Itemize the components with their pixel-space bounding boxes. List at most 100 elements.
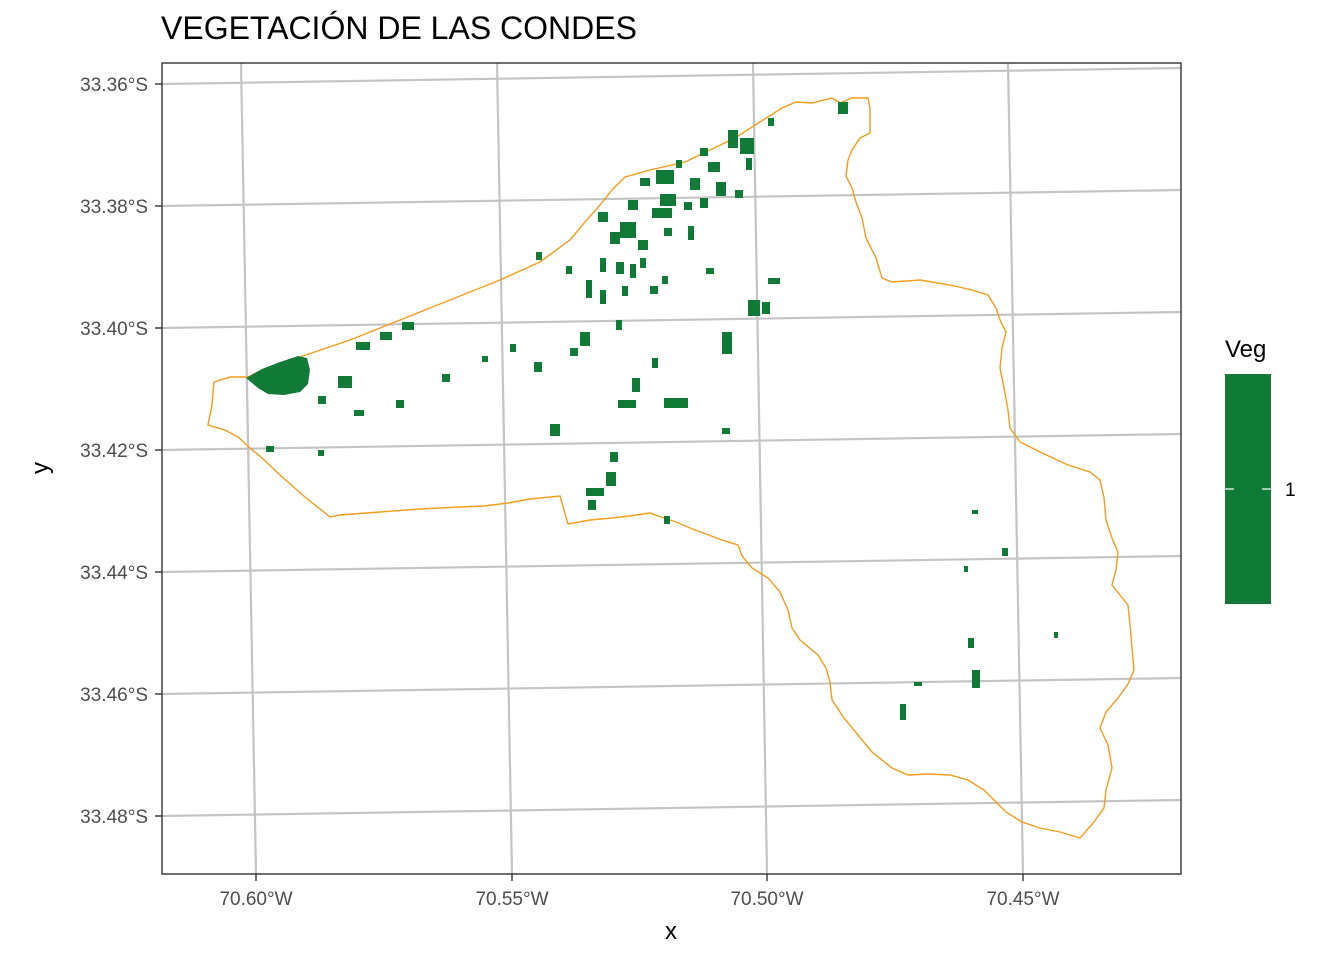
- y-axis: 33.36°S 33.38°S 33.40°S 33.42°S 33.44°S …: [27, 75, 162, 828]
- veg-patch: [628, 200, 638, 210]
- veg-patch: [356, 342, 370, 350]
- veg-patch: [442, 374, 450, 382]
- veg-patch: [482, 356, 488, 362]
- veg-patch: [768, 118, 774, 126]
- veg-patch: [838, 102, 848, 114]
- y-tick-label: 33.36°S: [80, 75, 148, 96]
- veg-patch: [652, 358, 658, 368]
- veg-patch: [600, 290, 606, 304]
- vegetation-layer: [246, 102, 1058, 720]
- grid-lat-3348: [161, 798, 1182, 818]
- veg-patch: [660, 194, 676, 206]
- grid-lat-3340: [161, 310, 1182, 330]
- legend: Veg 1: [1225, 336, 1296, 604]
- veg-patch: [968, 638, 974, 648]
- veg-patch-west-park: [246, 356, 310, 395]
- veg-patch: [586, 280, 592, 298]
- grid-lon-7060: [239, 62, 258, 875]
- veg-patch: [662, 276, 668, 284]
- x-axis-title: x: [665, 918, 677, 945]
- veg-patch: [318, 396, 326, 404]
- veg-patch: [610, 232, 620, 244]
- veg-patch: [396, 400, 404, 408]
- veg-patch: [550, 424, 560, 436]
- plot-panel: [161, 62, 1182, 875]
- y-tick-label: 33.40°S: [80, 319, 148, 340]
- map-title: VEGETACIÓN DE LAS CONDES: [161, 10, 637, 46]
- veg-patch: [652, 208, 672, 218]
- grid-lat-3336: [161, 66, 1182, 86]
- veg-patch: [716, 182, 726, 196]
- veg-patch: [688, 226, 694, 240]
- veg-patch: [638, 240, 648, 250]
- veg-patch: [618, 400, 636, 408]
- panel-background: [162, 63, 1181, 874]
- veg-patch: [900, 704, 906, 720]
- legend-label: 1: [1285, 480, 1296, 501]
- veg-patch: [664, 228, 672, 236]
- veg-patch: [768, 278, 780, 284]
- veg-patch: [684, 202, 692, 210]
- veg-patch: [586, 488, 604, 496]
- grid-lon-7050: [751, 62, 769, 875]
- veg-patch: [354, 410, 364, 416]
- veg-patch: [664, 398, 688, 408]
- veg-patch: [632, 378, 640, 392]
- veg-patch: [622, 286, 628, 296]
- veg-patch: [722, 428, 730, 434]
- veg-patch: [972, 670, 980, 688]
- veg-patch: [972, 510, 978, 514]
- veg-patch: [510, 344, 516, 352]
- graticule: [161, 62, 1182, 875]
- x-axis: 70.60°W 70.55°W 70.50°W 70.45°W x: [219, 874, 1060, 945]
- x-tick-label: 70.55°W: [475, 889, 548, 910]
- veg-patch: [664, 516, 670, 524]
- grid-lat-3342: [161, 432, 1182, 452]
- panel-border: [161, 62, 1182, 875]
- veg-patch: [690, 178, 700, 190]
- veg-patch: [640, 258, 646, 268]
- y-axis-title: y: [27, 462, 54, 474]
- veg-patch: [380, 332, 392, 340]
- veg-patch: [402, 322, 414, 330]
- veg-patch: [1002, 548, 1008, 556]
- veg-patch: [640, 178, 650, 186]
- veg-patch: [606, 472, 616, 486]
- veg-patch: [566, 266, 572, 274]
- y-tick-label: 33.48°S: [80, 807, 148, 828]
- veg-patch: [600, 258, 606, 272]
- veg-patch: [728, 130, 738, 148]
- veg-patch: [650, 286, 658, 294]
- legend-title: Veg: [1225, 336, 1266, 363]
- veg-patch: [700, 198, 708, 208]
- x-tick-label: 70.50°W: [730, 889, 803, 910]
- veg-patch: [580, 332, 590, 346]
- veg-patch: [616, 320, 622, 330]
- veg-patch: [610, 452, 618, 462]
- veg-patch: [318, 450, 324, 456]
- veg-patch: [620, 222, 636, 238]
- veg-patch: [338, 376, 352, 388]
- veg-patch: [570, 348, 578, 356]
- veg-patch: [656, 170, 674, 184]
- y-tick-label: 33.38°S: [80, 197, 148, 218]
- veg-patch: [676, 160, 682, 168]
- grid-lat-3346: [161, 676, 1182, 696]
- veg-patch: [746, 158, 752, 170]
- veg-patch: [536, 252, 542, 260]
- veg-patch: [722, 332, 732, 354]
- grid-lon-7045: [1006, 62, 1025, 875]
- veg-patch: [735, 190, 743, 198]
- veg-patch: [748, 300, 760, 316]
- veg-patch: [964, 566, 968, 572]
- grid-lat-3344: [161, 554, 1182, 574]
- veg-patch: [266, 446, 274, 452]
- grid-lon-7055: [495, 62, 514, 875]
- veg-patch: [914, 682, 922, 686]
- commune-boundary: [207, 97, 1135, 839]
- veg-patch: [706, 268, 714, 274]
- veg-patch: [534, 362, 542, 372]
- x-tick-label: 70.45°W: [986, 889, 1059, 910]
- y-tick-label: 33.44°S: [80, 563, 148, 584]
